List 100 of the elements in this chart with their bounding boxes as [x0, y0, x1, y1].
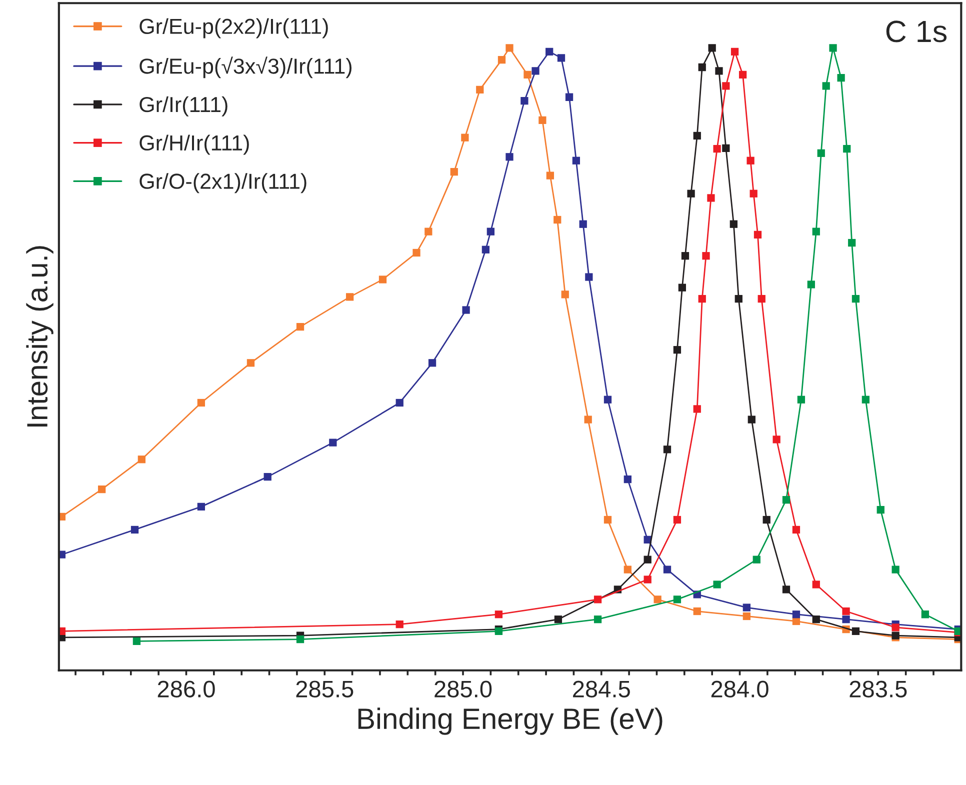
point [782, 586, 790, 594]
legend-label: Gr/Eu-p(2x2)/Ir(111) [140, 18, 328, 38]
point [713, 144, 721, 153]
x-axis-title: Binding Energy BE (eV) [358, 708, 662, 735]
point [698, 63, 706, 72]
point [713, 580, 721, 588]
point [742, 612, 750, 620]
point [524, 70, 532, 79]
point [554, 616, 562, 624]
point [702, 252, 710, 260]
point [792, 526, 800, 534]
point [762, 516, 770, 524]
point [693, 405, 701, 413]
point [538, 116, 546, 124]
point [837, 74, 845, 82]
point [644, 576, 652, 584]
point [624, 566, 632, 574]
point [734, 294, 742, 303]
point [138, 456, 146, 464]
point [738, 70, 747, 79]
point [546, 172, 554, 180]
point [579, 220, 587, 228]
point [812, 580, 820, 588]
x-tick-label: 286.0 [158, 680, 215, 698]
point [604, 516, 612, 524]
point [663, 566, 672, 574]
x-tick-label: 285.0 [434, 680, 492, 698]
point [730, 220, 738, 228]
point [752, 556, 760, 564]
point [246, 359, 255, 367]
point [715, 67, 723, 75]
point [450, 168, 458, 176]
point [687, 190, 695, 198]
point [132, 637, 141, 645]
point [594, 616, 602, 624]
point [843, 144, 851, 153]
point [264, 472, 272, 481]
point [520, 97, 528, 105]
x-tick-label: 284.0 [711, 680, 768, 698]
point [197, 502, 205, 511]
y-axis-title: Intensity (a.u.) [26, 246, 54, 426]
point [396, 620, 404, 628]
point [812, 228, 820, 236]
point [746, 156, 754, 164]
legend-label: Gr/O-(2x1)/Ir(111) [140, 173, 306, 194]
point [693, 607, 701, 616]
legend-label: Gr/H/Ir(111) [140, 134, 249, 155]
point [594, 596, 602, 604]
point [462, 306, 470, 314]
point [378, 276, 387, 284]
point [892, 624, 900, 632]
point [654, 596, 662, 604]
point [98, 485, 106, 494]
point [498, 56, 506, 64]
point [572, 156, 580, 164]
point [817, 149, 825, 157]
point [486, 228, 494, 236]
point [758, 294, 766, 303]
legend-label: Gr/Ir(111) [140, 96, 228, 116]
point [797, 396, 806, 404]
point [476, 86, 484, 94]
point [792, 610, 800, 618]
point [428, 359, 436, 367]
point [673, 516, 682, 524]
point [742, 604, 750, 612]
point [807, 280, 815, 288]
point [412, 248, 420, 257]
point [346, 293, 354, 301]
point [748, 416, 756, 424]
point [876, 506, 884, 514]
point [681, 252, 690, 260]
point [842, 616, 850, 624]
point [506, 153, 514, 161]
point [424, 228, 432, 236]
point [852, 627, 860, 635]
point [730, 48, 739, 56]
point [546, 48, 554, 56]
point [565, 93, 574, 101]
point [848, 238, 856, 247]
point [673, 596, 682, 604]
x-tick-label: 283.5 [850, 680, 907, 698]
point [812, 616, 820, 624]
point [921, 610, 930, 618]
x-tick-label: 284.5 [573, 680, 630, 698]
point [197, 398, 205, 407]
point [557, 54, 566, 62]
point [822, 82, 830, 90]
point [585, 273, 593, 281]
point [754, 230, 762, 239]
x-tick-label: 285.5 [296, 680, 354, 698]
point [624, 475, 632, 484]
point [663, 446, 672, 454]
point [130, 526, 139, 534]
point [482, 246, 490, 254]
point [506, 44, 514, 52]
point [532, 67, 540, 75]
point [604, 396, 612, 404]
point [772, 436, 780, 444]
point [494, 610, 503, 618]
point [673, 346, 682, 354]
